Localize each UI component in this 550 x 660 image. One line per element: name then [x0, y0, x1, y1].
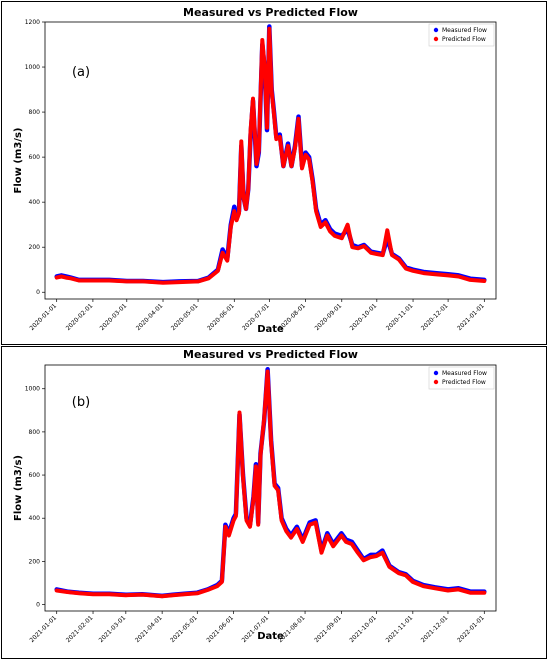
chart-b-xtick-label: 2021-11-01	[385, 614, 415, 644]
chart-a-xtick-label: 2021-01-01	[456, 302, 486, 332]
chart-b-ytick-label: 600	[29, 472, 41, 479]
chart-b-ytick-label: 400	[29, 515, 41, 522]
chart-b-legend-marker	[433, 379, 439, 385]
chart-b-xlabel: Date	[257, 631, 284, 642]
chart-a-ytick-label: 200	[29, 244, 41, 251]
chart-a-ytick-label: 400	[29, 199, 41, 206]
chart-a-title: Measured vs Predicted Flow	[183, 6, 358, 19]
chart-a-xtick-label: 2020-11-01	[385, 302, 415, 332]
chart-a-series-predicted	[54, 26, 487, 285]
chart-b-xtick-label: 2021-01-01	[29, 614, 59, 644]
chart-b-legend-label: Predicted Flow	[442, 379, 486, 386]
chart-a-ytick-label: 0	[36, 289, 40, 296]
chart-a-xtick-label: 2020-09-01	[314, 302, 344, 332]
chart-a-axes-frame	[44, 21, 497, 300]
chart-a-xtick-label: 2020-01-01	[28, 302, 58, 332]
chart-b-title: Measured vs Predicted Flow	[183, 348, 358, 361]
chart-b-xtick-label: 2022-01-01	[456, 614, 486, 644]
chart-b-xtick-label: 2021-02-01	[65, 614, 95, 644]
chart-b-ytick-label: 800	[29, 429, 41, 436]
chart-a-panel-label: (a)	[72, 65, 90, 80]
chart-a-ytick-label: 1200	[25, 19, 40, 26]
chart-a-legend-marker	[433, 27, 439, 33]
chart-a-ylabel: Flow (m3/s)	[13, 128, 24, 194]
chart-a-svg: Measured vs Predicted Flow 0 200 400 600 800 1…	[13, 6, 497, 335]
chart-a-xtick-label: 2020-03-01	[99, 302, 129, 332]
chart-b-legend-label: Measured Flow	[442, 370, 487, 377]
chart-a-ytick-label: 800	[29, 109, 41, 116]
chart-b-ylabel: Flow (m3/s)	[13, 455, 24, 521]
chart-a-legend-marker	[433, 36, 439, 42]
chart-a-xtick-label: 2020-04-01	[135, 302, 165, 332]
chart-b-xtick-label: 2021-05-01	[169, 614, 199, 644]
chart-a-legend-label: Measured Flow	[442, 27, 487, 34]
chart-a-xtick-label: 2020-06-01	[206, 302, 236, 332]
chart-a-legend-label: Predicted Flow	[442, 36, 486, 43]
chart-a-xlabel: Date	[257, 324, 284, 335]
chart-a-legend-box	[428, 23, 495, 47]
chart-b-ytick-label: 200	[29, 558, 41, 565]
chart-b-xtick-label: 2021-03-01	[98, 614, 128, 644]
chart-b-xtick-label: 2021-09-01	[313, 614, 343, 644]
chart-a-ytick-label: 600	[29, 154, 41, 161]
chart-a-xtick-label: 2020-02-01	[65, 302, 95, 332]
chart-b-axes-frame	[44, 364, 497, 612]
chart-b-series-predicted	[54, 369, 487, 599]
chart-b-svg: Measured vs Predicted Flow 0 200 400 600 800 1…	[13, 348, 497, 644]
chart-b-ytick-label: 0	[36, 602, 40, 609]
chart-b-xtick-label: 2021-10-01	[348, 614, 378, 644]
chart-a-xtick-label: 2020-05-01	[170, 302, 200, 332]
chart-b-xtick-label: 2021-12-01	[420, 614, 450, 644]
chart-b-legend-box	[428, 366, 495, 390]
chart-a-xtick-label: 2020-12-01	[420, 302, 450, 332]
chart-a-xtick-label: 2020-10-01	[349, 302, 379, 332]
panel-b: Measured vs Predicted Flow 0 200 400 600 800 1…	[1, 346, 547, 659]
chart-b-ytick-label: 1000	[25, 386, 40, 393]
chart-b-xtick-label: 2021-06-01	[205, 614, 235, 644]
panel-a: Measured vs Predicted Flow 0 200 400 600 800 1…	[1, 1, 547, 345]
chart-b-panel-label: (b)	[72, 395, 90, 410]
chart-a-ytick-label: 1000	[25, 64, 40, 71]
chart-b-legend-marker	[433, 370, 439, 376]
chart-b-xtick-label: 2021-04-01	[134, 614, 164, 644]
